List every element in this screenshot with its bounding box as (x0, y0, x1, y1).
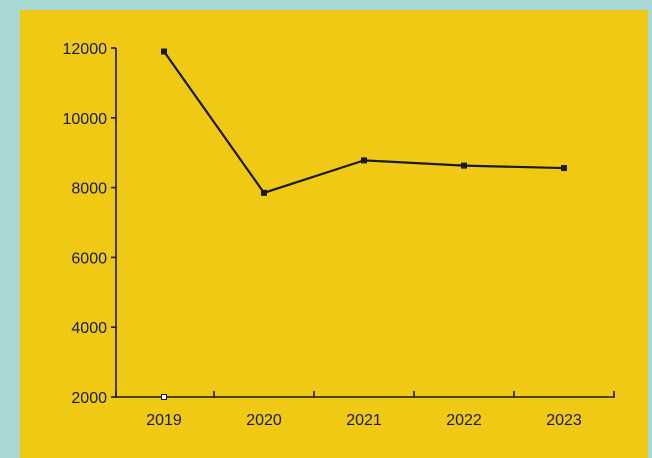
x-tick-label: 2020 (246, 412, 282, 429)
x-tick-label: 2021 (346, 412, 382, 429)
y-tick-label: 2000 (71, 390, 107, 407)
chart-panel: 12000 10000 8000 6000 4000 2000 2019 2020 2021 2… (20, 10, 648, 458)
x-tick-label: 2023 (546, 412, 582, 429)
y-axis: 12000 10000 8000 6000 4000 2000 (63, 41, 117, 407)
data-point (261, 189, 267, 196)
baseline-marker (161, 394, 167, 400)
series-layer (161, 48, 567, 196)
data-point (161, 48, 167, 55)
y-tick-label: 6000 (71, 250, 107, 267)
x-tick-label: 2019 (146, 412, 182, 429)
y-tick-label: 8000 (71, 181, 107, 198)
x-axis: 2019 2020 2021 2022 2023 (115, 391, 615, 429)
y-tick-label: 4000 (71, 320, 107, 337)
x-tick-label: 2022 (446, 412, 482, 429)
data-point (461, 162, 467, 169)
data-point (361, 157, 367, 164)
data-point (561, 165, 567, 172)
y-tick-label: 12000 (63, 41, 108, 58)
y-tick-label: 10000 (63, 111, 108, 128)
series-line (163, 50, 565, 194)
